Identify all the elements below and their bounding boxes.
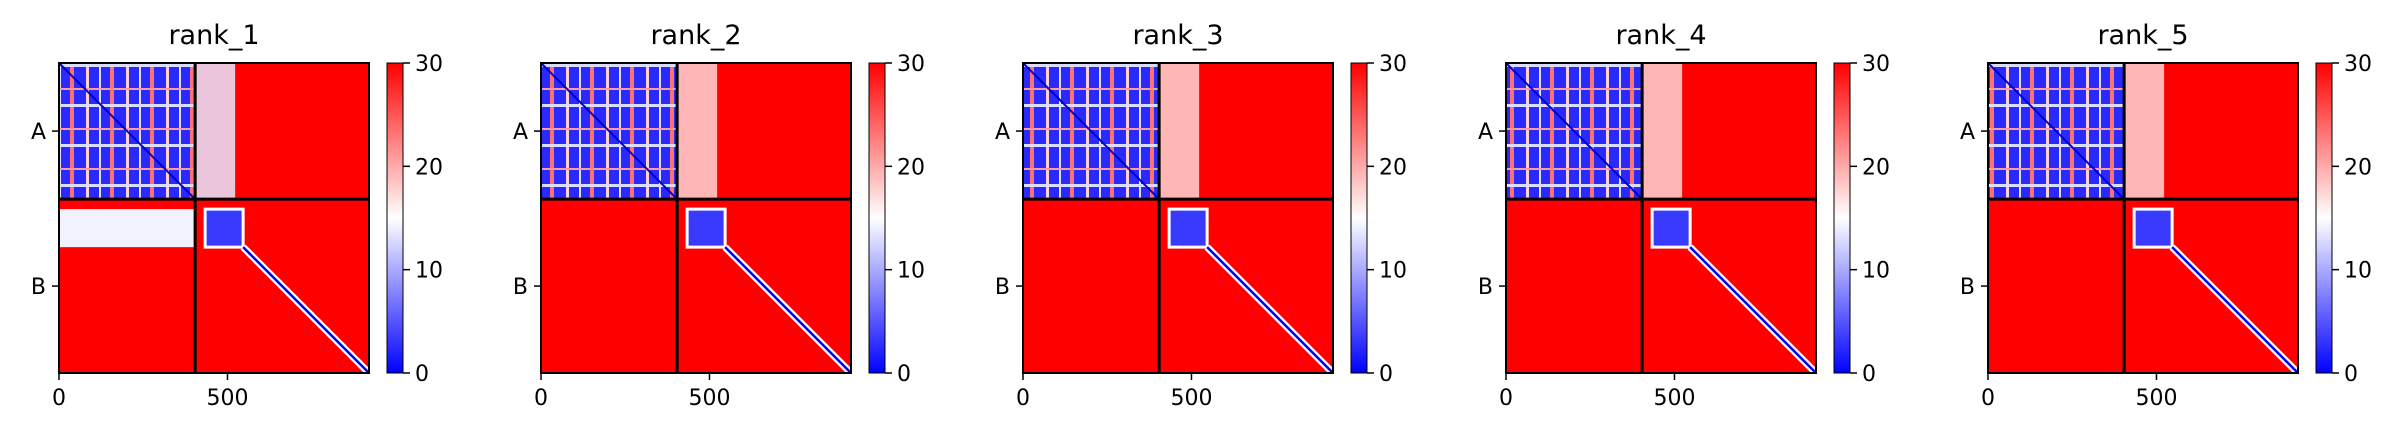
colorbar-tick-label: 20 [1862, 155, 1890, 180]
colorbar [386, 62, 404, 374]
chain-label: A [1478, 120, 1493, 145]
chain-label: A [1960, 120, 1975, 145]
colorbar-tick-label: 20 [897, 155, 925, 180]
x-tick-label: 500 [1653, 386, 1695, 411]
heatmap-band-inter-chain [1159, 63, 1200, 200]
x-tick-label: 0 [534, 386, 548, 411]
heatmap-band-inter-chain-lower [59, 209, 196, 248]
colorbar-tick-label: 0 [415, 362, 429, 387]
chain-label: B [513, 275, 528, 300]
chain-label: A [31, 120, 46, 145]
x-tick-label: 0 [1981, 386, 1995, 411]
colorbar-tick-label: 30 [2344, 52, 2372, 77]
heatmap-diagonal-chain-a [1987, 62, 2125, 200]
heatmap-block-chain-b-domain [1167, 207, 1209, 249]
heatmap-block-chain-b-domain [1650, 207, 1692, 249]
plot-frame [1022, 62, 1334, 374]
panel-title: rank_4 [1615, 20, 1706, 51]
colorbar-tick-label: 30 [1379, 52, 1407, 77]
heatmap-block-chain-b-domain [203, 207, 245, 249]
colorbar-tick-label: 0 [1379, 362, 1393, 387]
heatmap-diagonal [2171, 246, 2299, 374]
heatmap-diagonal-chain-a [540, 62, 678, 200]
heatmap-diagonal-chain-a [1505, 62, 1643, 200]
x-tick-label: 0 [52, 386, 66, 411]
heatmap-panel-2: rank_2 A B 0 500 0 10 20 30 [513, 20, 925, 411]
plot-frame [58, 62, 370, 374]
heatmap-diagonal-chain-a [1022, 62, 1160, 200]
heatmap-panel-4: rank_4 A B 0 500 0 10 20 30 [1478, 20, 1890, 411]
heatmap-diagonal [242, 246, 370, 374]
x-tick-label: 500 [206, 386, 248, 411]
panel-title: rank_2 [650, 20, 741, 51]
colorbar [868, 62, 886, 374]
x-tick-label: 500 [688, 386, 730, 411]
plot-frame [540, 62, 852, 374]
colorbar-tick-label: 30 [897, 52, 925, 77]
chain-label: B [31, 275, 46, 300]
x-tick-label: 0 [1016, 386, 1030, 411]
plot-frame [1505, 62, 1817, 374]
heatmap-diagonal [724, 246, 852, 374]
heatmap-band-inter-chain [677, 63, 718, 200]
heatmap-diagonal [1206, 246, 1334, 374]
colorbar-tick-label: 30 [415, 52, 443, 77]
colorbar [1350, 62, 1368, 374]
heatmap-diagonal [1689, 246, 1817, 374]
chain-label: B [1478, 275, 1493, 300]
colorbar-tick-label: 10 [415, 259, 443, 284]
plot-frame [1987, 62, 2299, 374]
heatmap-diagonal-chain-a [58, 62, 196, 200]
panel-title: rank_3 [1132, 20, 1223, 51]
chain-label: A [513, 120, 528, 145]
x-tick-label: 0 [1499, 386, 1513, 411]
heatmap-block-chain-b-domain [2132, 207, 2174, 249]
colorbar-tick-label: 10 [1379, 259, 1407, 284]
colorbar-tick-label: 0 [897, 362, 911, 387]
heatmap-band-inter-chain [195, 63, 236, 200]
colorbar-tick-label: 10 [1862, 259, 1890, 284]
colorbar-tick-label: 10 [897, 259, 925, 284]
chain-label: B [995, 275, 1010, 300]
x-tick-label: 500 [2135, 386, 2177, 411]
chain-label: B [1960, 275, 1975, 300]
heatmap-panel-1: rank_1 A B 0 500 0 10 20 30 [31, 20, 443, 411]
heatmap-block-chain-b-domain [685, 207, 727, 249]
heatmap-band-inter-chain [2124, 63, 2165, 200]
colorbar [2315, 62, 2333, 374]
chain-label: A [995, 120, 1010, 145]
heatmap-band-inter-chain [1642, 63, 1683, 200]
colorbar-tick-label: 20 [1379, 155, 1407, 180]
heatmap-panel-3: rank_3 A B 0 500 0 10 20 30 [995, 20, 1407, 411]
colorbar-tick-label: 20 [2344, 155, 2372, 180]
panel-title: rank_5 [2097, 20, 2188, 51]
x-tick-label: 500 [1170, 386, 1212, 411]
colorbar-tick-label: 10 [2344, 259, 2372, 284]
colorbar-tick-label: 0 [2344, 362, 2358, 387]
colorbar-tick-label: 30 [1862, 52, 1890, 77]
colorbar-tick-label: 20 [415, 155, 443, 180]
colorbar [1833, 62, 1851, 374]
panel-title: rank_1 [168, 20, 259, 51]
colorbar-tick-label: 0 [1862, 362, 1876, 387]
heatmap-panel-5: rank_5 A B 0 500 0 10 20 30 [1960, 20, 2372, 411]
